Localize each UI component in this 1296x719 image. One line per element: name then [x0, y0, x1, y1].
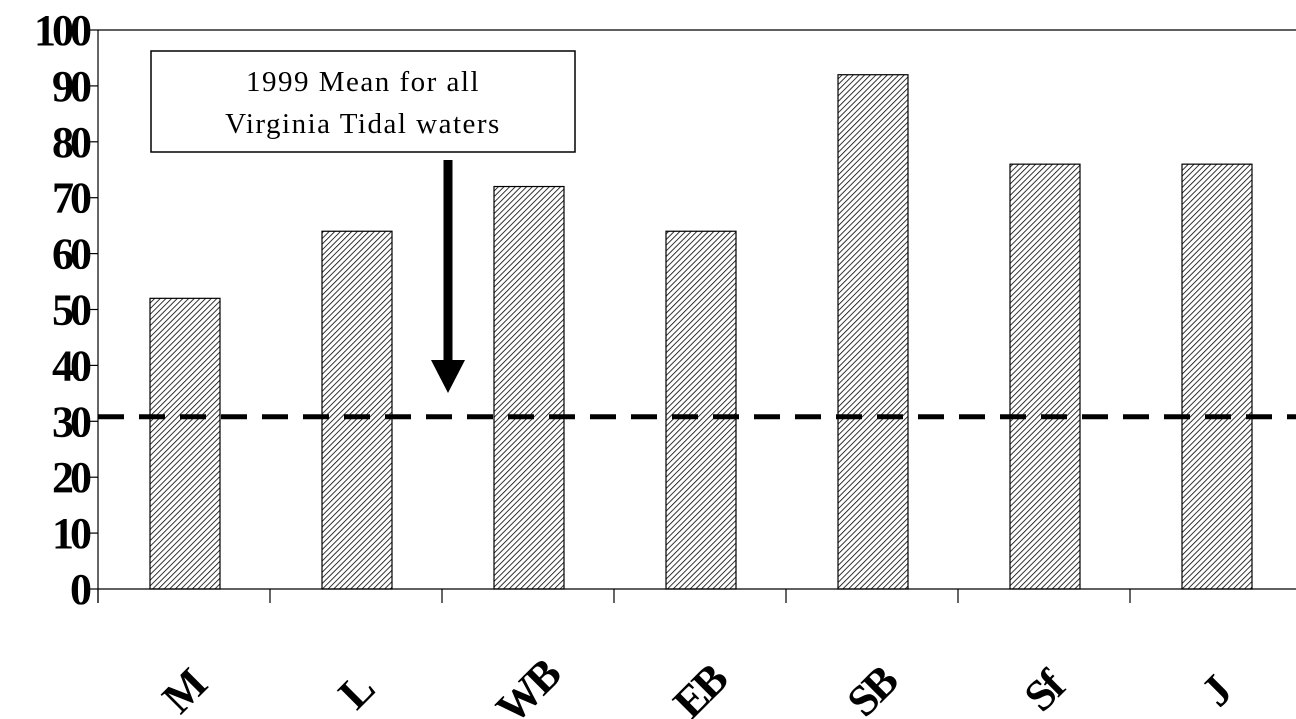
annotation: 1999 Mean for all Virginia Tidal waters	[150, 50, 576, 393]
x-tick-label: EB	[664, 654, 738, 719]
y-tick-label: 100	[34, 6, 91, 55]
x-axis-labels: M L WB EB SB Sf J	[153, 649, 1241, 719]
y-tick-label: 30	[52, 397, 91, 446]
x-tick-label: Sf	[1015, 660, 1076, 719]
bar-m	[149, 297, 221, 590]
bar-j	[1181, 163, 1253, 590]
y-tick-label: 20	[52, 453, 91, 502]
y-tick-label: 0	[70, 565, 91, 614]
x-tick-label: WB	[487, 649, 571, 719]
annotation-line-2: Virginia Tidal waters	[225, 108, 501, 140]
bar-l	[321, 230, 393, 590]
x-tick-label: L	[329, 664, 383, 718]
x-tick-label: J	[1192, 666, 1241, 715]
y-tick-label: 60	[52, 230, 91, 279]
y-tick-label: 40	[52, 341, 91, 390]
y-tick-label: 90	[52, 62, 91, 111]
y-tick-label: 80	[52, 118, 91, 167]
y-tick-label: 10	[52, 509, 91, 558]
annotation-box	[150, 50, 576, 153]
bar-wb	[493, 185, 565, 590]
bar-sb	[837, 74, 909, 590]
axes	[97, 29, 1296, 603]
annotation-arrow-head	[431, 360, 465, 393]
x-tick-label: M	[153, 659, 217, 719]
x-tick-label: SB	[838, 656, 908, 719]
bar-eb	[665, 230, 737, 590]
bars	[149, 74, 1253, 590]
annotation-line-1: 1999 Mean for all	[246, 66, 480, 98]
y-tick-label: 70	[52, 174, 91, 223]
y-tick-label: 50	[52, 286, 91, 335]
y-axis-ticks: 0 10 20 30 40 50 60 70 80 90 100	[34, 6, 98, 614]
bar-sf	[1009, 163, 1081, 590]
